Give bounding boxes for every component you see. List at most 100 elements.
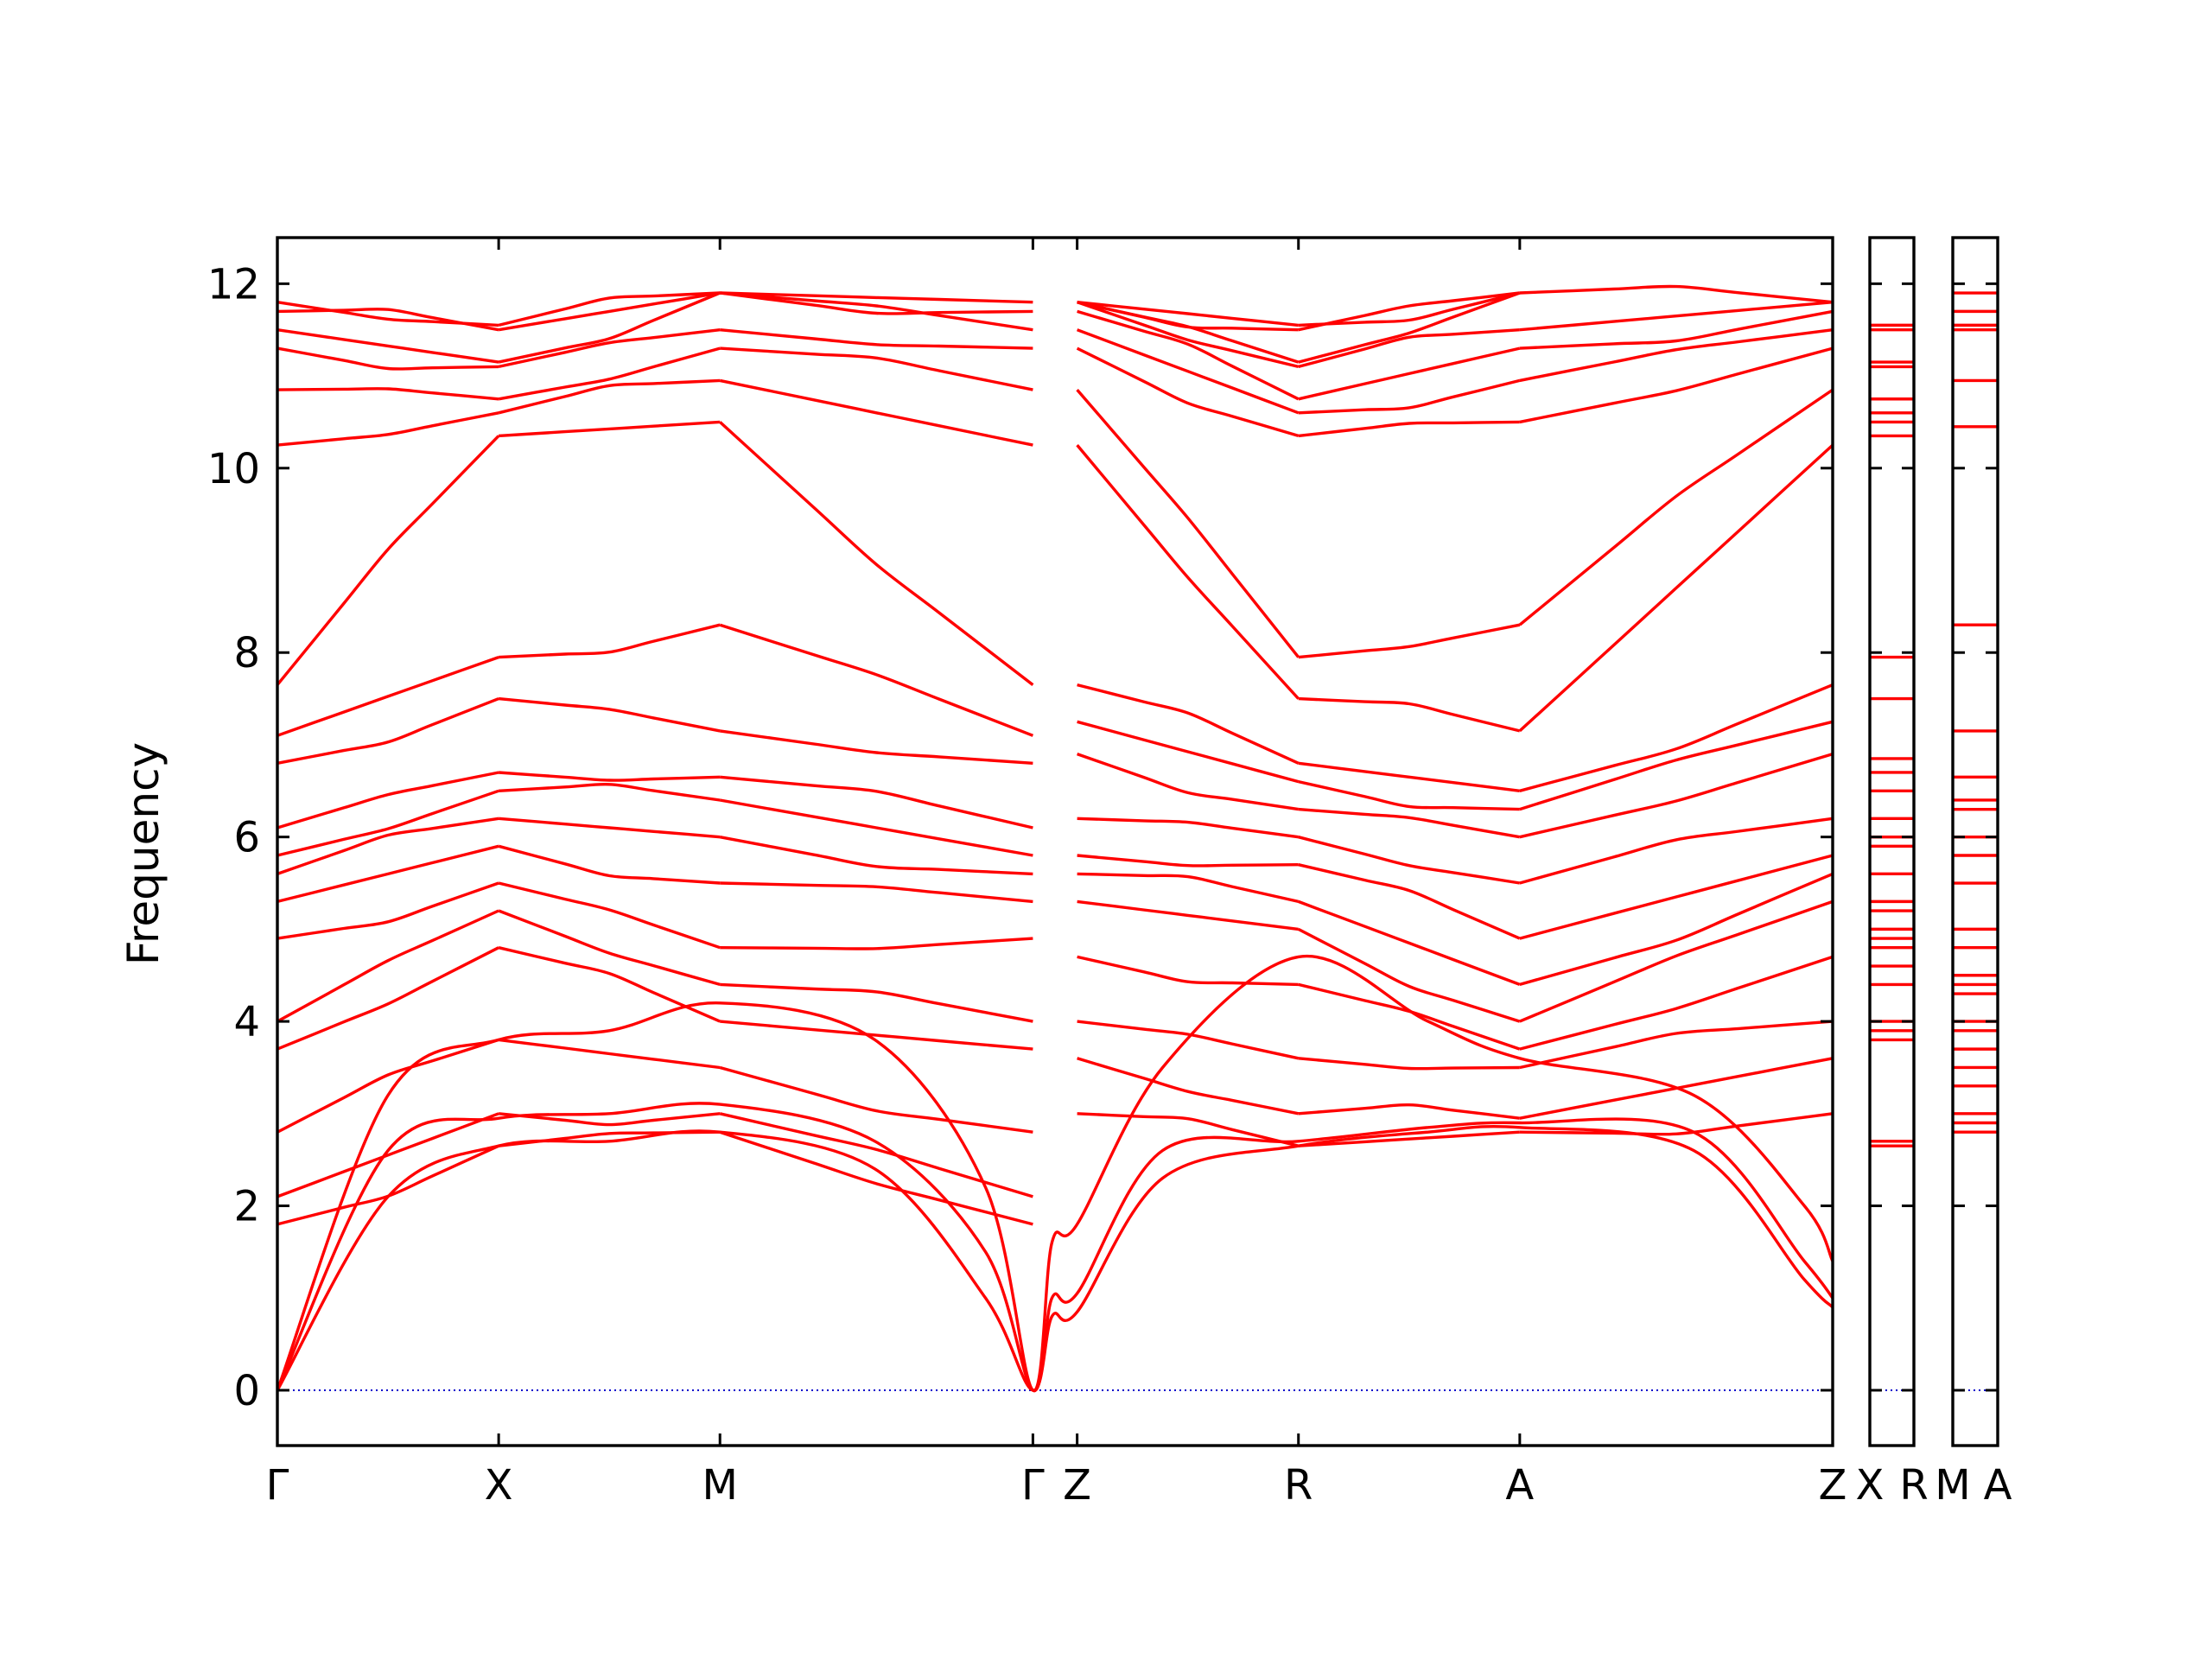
band-line-segment-2-11 <box>719 623 1034 737</box>
frame <box>1951 236 1999 1447</box>
band-line-segment-5-5 <box>1519 872 1834 987</box>
band-line-segment-3-18 <box>1077 301 1299 332</box>
band-line-la <box>276 954 1834 1392</box>
frame <box>1868 236 1916 1447</box>
band-line-segment-4-4 <box>1297 927 1521 1023</box>
x-tick-label: A <box>1984 1461 2012 1510</box>
y-tick-label: 12 <box>207 260 260 308</box>
band-line-segment-0-15 <box>276 346 499 371</box>
band-line-segment-2-6 <box>720 881 1033 904</box>
band-line-segment-5-11 <box>1518 443 1834 733</box>
band-line-segment-0-0 <box>276 1144 499 1226</box>
band-line-segment-1-15 <box>498 328 721 369</box>
band-line-segment-3-0 <box>1077 1112 1300 1147</box>
y-tick-label: 6 <box>233 814 260 862</box>
x-tick-label: Z <box>1819 1461 1847 1510</box>
band-line-segment-1-0 <box>498 1130 721 1147</box>
band-line-segment-1-4 <box>498 909 721 987</box>
band-line-segment-4-11 <box>1298 696 1521 733</box>
band-line-segment-4-7 <box>1298 836 1521 885</box>
band-line-segment-2-4 <box>720 982 1033 1023</box>
band-line-segment-5-16 <box>1519 301 1834 332</box>
band-line-segment-3-9 <box>1077 720 1300 784</box>
band-line-segment-4-14 <box>1298 378 1521 415</box>
band-line-segment-0-4 <box>276 909 499 1023</box>
band-line-segment-2-10 <box>719 729 1033 765</box>
band-line-segment-0-13 <box>276 411 499 447</box>
band-line-segment-0-5 <box>276 881 499 940</box>
band-line-segment-2-1 <box>719 1112 1033 1198</box>
band-line-segment-5-7 <box>1519 817 1834 885</box>
band-line-segment-1-11 <box>499 623 721 659</box>
band-line-segment-0-18 <box>276 301 499 327</box>
band-line-segment-3-15 <box>1077 309 1300 401</box>
band-line-segment-3-4 <box>1077 899 1299 931</box>
band-line-segment-5-13 <box>1519 346 1834 424</box>
band-line-segment-1-6 <box>498 844 721 885</box>
band-line-segment-5-1 <box>1519 1057 1834 1120</box>
band-line-segment-5-12 <box>1518 388 1834 626</box>
band-line-segment-1-18 <box>498 291 721 327</box>
band-line-segment-0-3 <box>276 946 499 1051</box>
x-tick-label: X <box>485 1461 513 1510</box>
band-line-segment-0-16 <box>276 328 499 364</box>
band-line-segment-2-8 <box>719 798 1033 857</box>
band-line-segment-5-15 <box>1519 309 1834 350</box>
band-line-segment-0-7 <box>276 817 499 876</box>
band-line-segment-3-1 <box>1077 1057 1300 1116</box>
band-line-segment-2-0 <box>719 1130 1033 1226</box>
band-line-segment-4-6 <box>1298 863 1521 940</box>
band-line-segment-3-6 <box>1077 854 1299 868</box>
y-tick-label: 10 <box>207 445 260 493</box>
band-line-segment-2-17 <box>719 291 1033 315</box>
band-line-segment-3-13 <box>1076 346 1300 438</box>
band-line-segment-3-2 <box>1077 1020 1300 1060</box>
band-line-segment-2-5 <box>720 937 1033 950</box>
band-line-segment-5-8 <box>1519 752 1834 839</box>
band-line-segment-0-8 <box>276 789 499 857</box>
band-line-segment-2-15 <box>720 328 1033 350</box>
band-line-segment-5-4 <box>1519 899 1834 1023</box>
frame <box>276 236 1834 1447</box>
band-line-segment-4-18 <box>1298 291 1520 332</box>
band-line-segment-3-17 <box>1077 301 1300 364</box>
band-line-segment-5-17 <box>1519 284 1834 304</box>
band-line-segment-4-17 <box>1298 291 1521 364</box>
band-line-segment-3-10 <box>1077 683 1300 765</box>
band-line-segment-5-3 <box>1519 955 1834 1051</box>
x-tick-label: A <box>1505 1461 1534 1510</box>
x-tick-label: Γ <box>266 1461 289 1510</box>
panel-band-path <box>276 284 1834 1392</box>
band-line-segment-3-19 <box>1077 301 1299 327</box>
band-line-segment-1-5 <box>498 881 721 950</box>
band-line-segment-1-1 <box>498 1112 721 1127</box>
band-line-segment-4-1 <box>1298 1103 1521 1120</box>
x-tick-label: R <box>1284 1461 1313 1510</box>
band-line-segment-5-10 <box>1519 683 1834 792</box>
band-line-segment-2-9 <box>720 775 1033 830</box>
band-line-segment-0-11 <box>276 655 499 737</box>
band-line-segment-1-2 <box>498 1038 721 1070</box>
band-line-segment-1-12 <box>498 420 721 438</box>
band-line-segment-1-9 <box>498 771 721 782</box>
band-line-segment-2-18 <box>720 291 1033 304</box>
band-line-segment-5-0 <box>1519 1112 1834 1136</box>
band-line-segment-1-8 <box>499 782 721 802</box>
band-line-segment-3-12 <box>1076 388 1300 658</box>
band-line-segment-4-2 <box>1298 1057 1520 1071</box>
band-line-segment-1-7 <box>498 817 721 839</box>
band-line-segment-0-10 <box>276 697 499 765</box>
panel-point-MA <box>1953 291 1998 1391</box>
band-line-segment-2-13 <box>719 378 1033 447</box>
band-line-segment-3-3 <box>1077 955 1299 987</box>
band-line-segment-2-7 <box>719 836 1033 876</box>
band-line-ta2 <box>276 1102 1834 1392</box>
y-tick-label: 2 <box>233 1183 260 1231</box>
y-tick-label: 8 <box>233 629 260 677</box>
x-tick-label: M <box>1935 1461 1970 1510</box>
band-line-segment-3-5 <box>1077 872 1300 904</box>
band-line-segment-2-12 <box>719 421 1034 686</box>
y-tick-label: 4 <box>233 998 260 1046</box>
